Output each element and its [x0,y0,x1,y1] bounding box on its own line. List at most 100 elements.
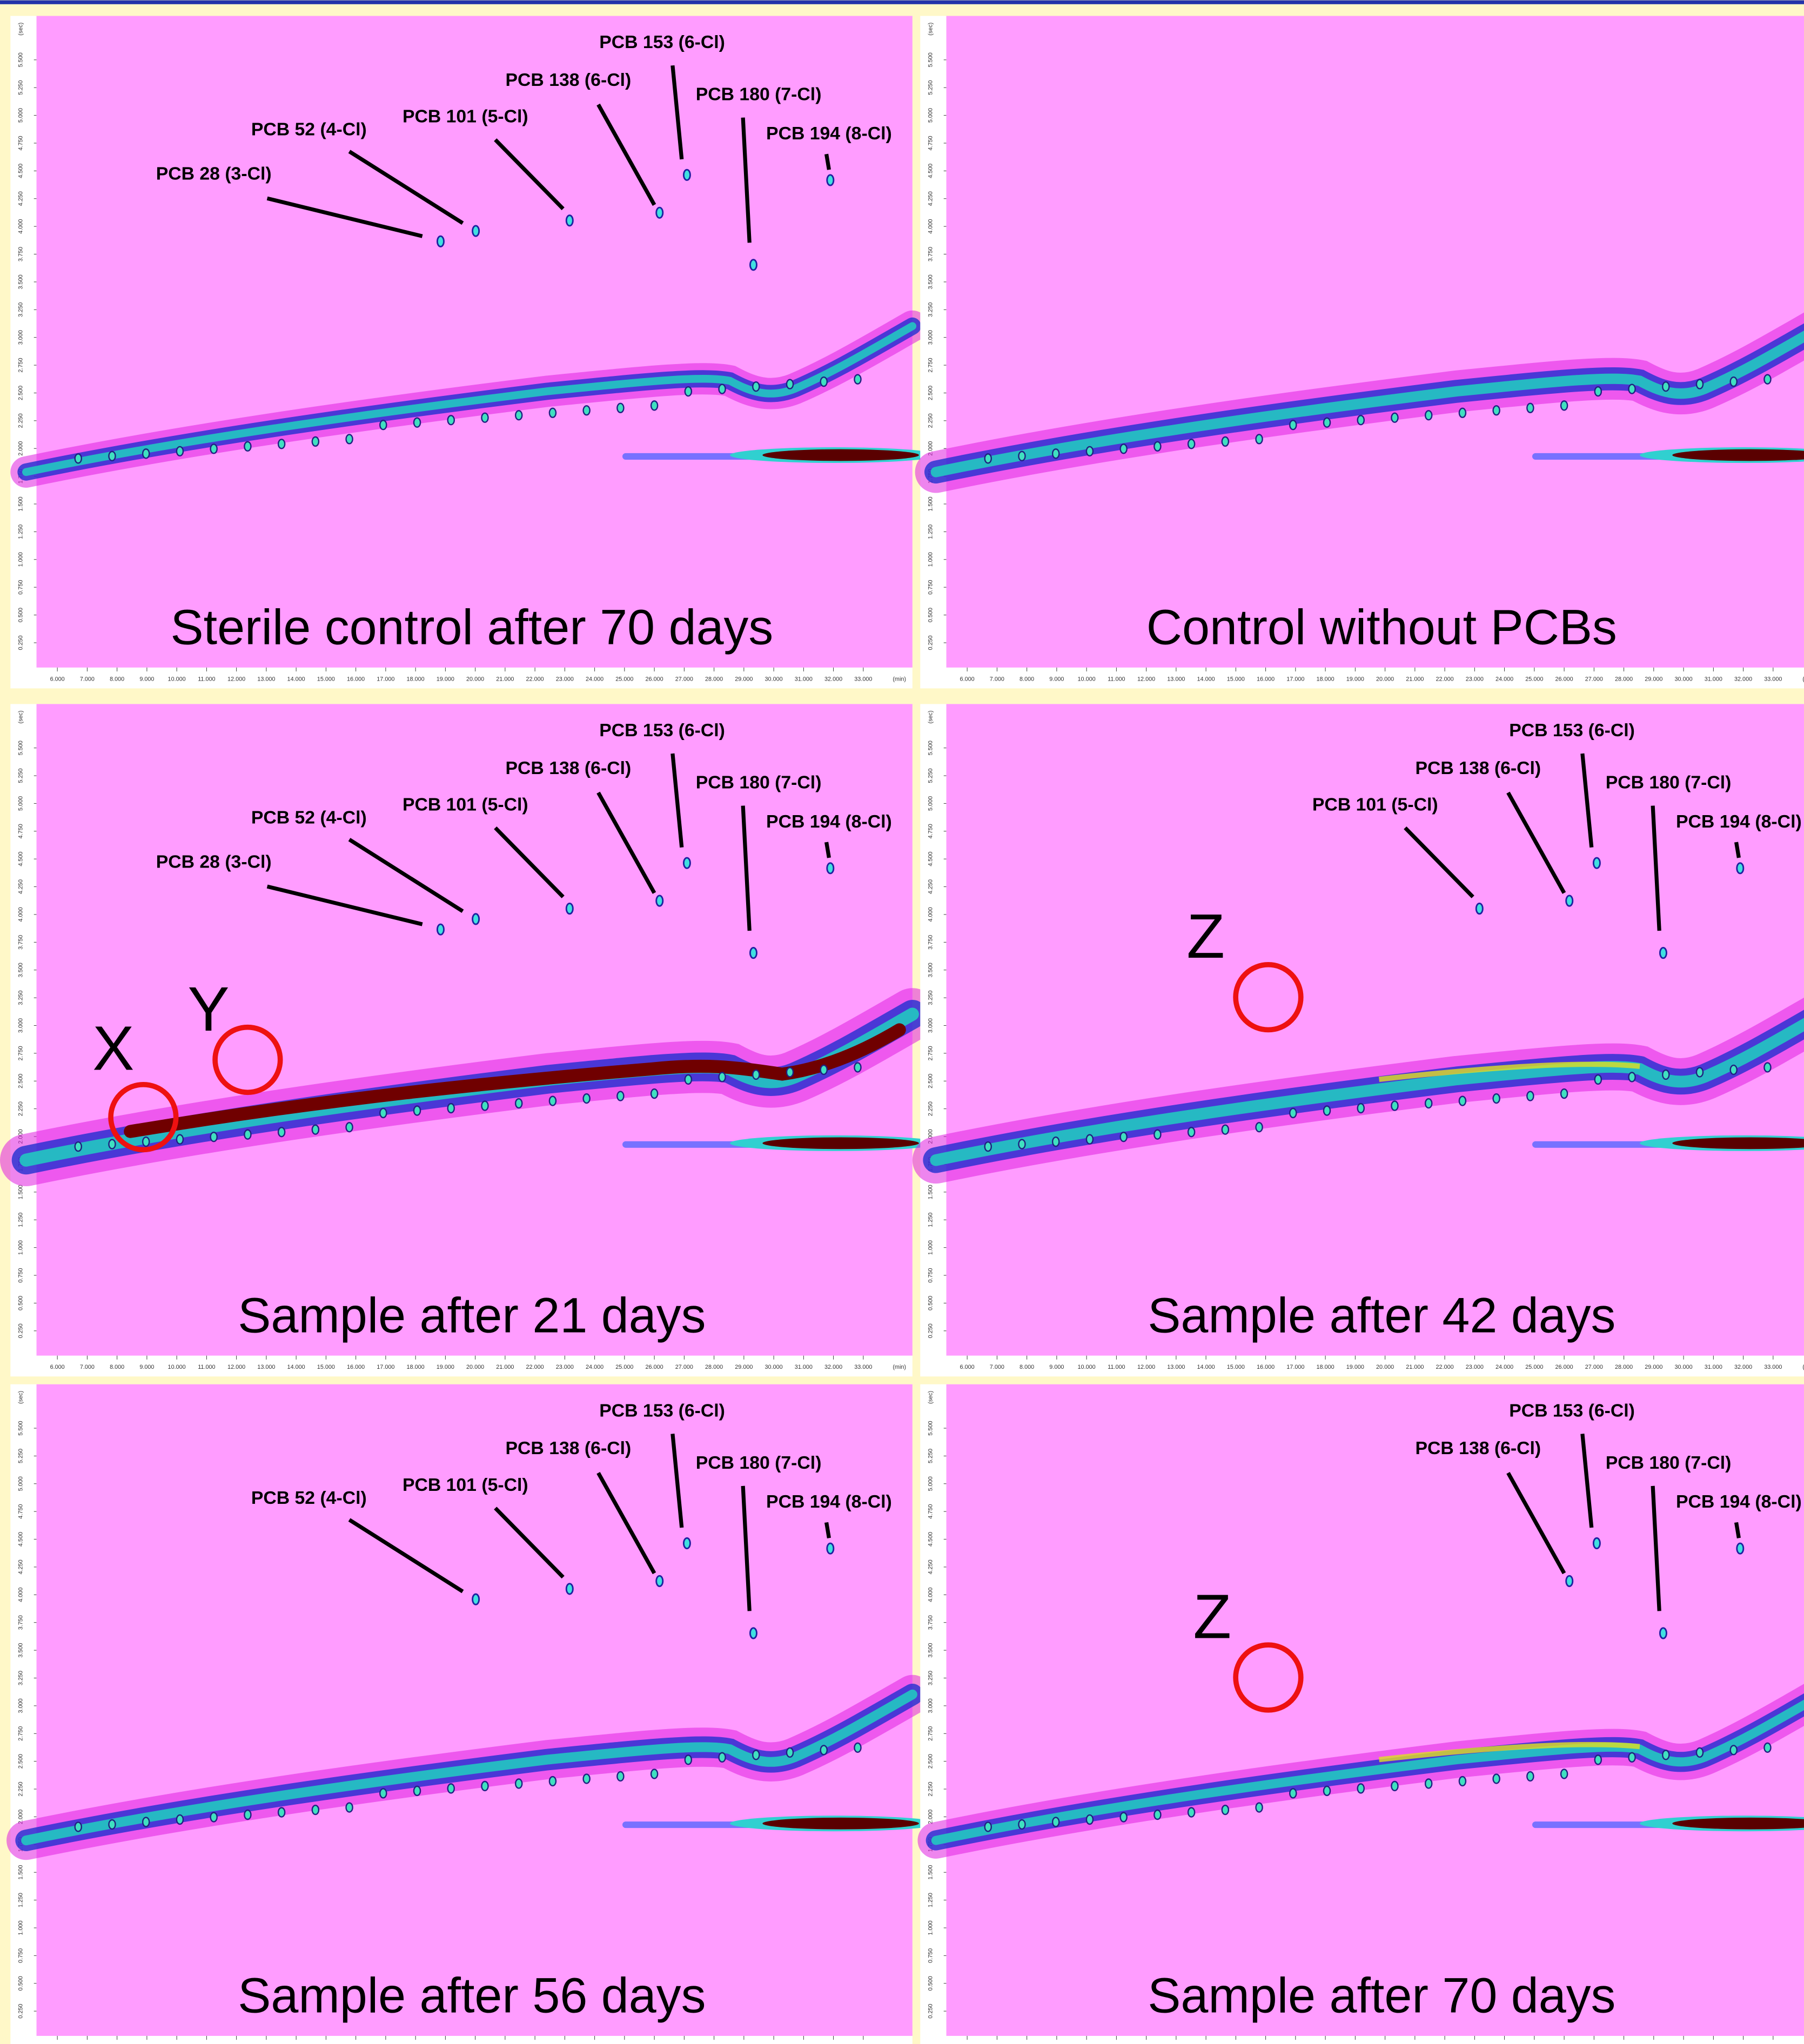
ridge-spot [1764,1063,1771,1072]
x-tick-label: 26.000 [646,1364,663,1370]
peak-leader [827,154,829,170]
x-tick-label: 29.000 [735,1364,753,1370]
y-tick-label: 2.000 [17,441,24,456]
peak-label: PCB 101 (5-Cl) [403,794,528,815]
y-tick-label: 2.750 [927,358,934,372]
peak-label: PCB 180 (7-Cl) [696,772,822,792]
ridge-spot [1527,1092,1533,1101]
x-tick-label: 27.000 [1585,1364,1603,1370]
ridge-spot [1324,418,1330,427]
y-tick-label: 0.250 [927,1323,934,1338]
ridge-spot [1018,1820,1025,1829]
x-tick-label: 11.000 [1108,676,1125,682]
x-tick-label: 23.000 [1466,676,1484,682]
x-tick-label: 31.000 [795,1364,813,1370]
y-tick-label: 0.500 [927,1976,934,1991]
x-tick-label: 8.000 [110,676,124,682]
x-tick-label: 13.000 [257,1364,275,1370]
ridge-spot [1764,1743,1771,1752]
ridge-spot [985,1823,991,1832]
ridge-spot [584,1094,590,1103]
y-tick-label: 2.250 [17,1781,24,1796]
y-tick-label: 0.750 [17,580,24,595]
ridge-spot [346,1803,353,1812]
peak-label: PCB 180 (7-Cl) [696,1453,822,1473]
y-tick-label: 1.000 [17,552,24,567]
panel: 0.2500.5000.7501.0001.2501.5001.7502.000… [10,16,938,688]
x-tick-label: 25.000 [1525,676,1543,682]
x-tick-label: 18.000 [1317,676,1334,682]
y-tick-label: 2.500 [17,1074,24,1088]
peak-spot [683,170,690,180]
ridge-spot [584,406,590,415]
ridge-spot [143,1818,149,1827]
ridge-spot [481,1781,488,1791]
y-tick-label: 3.750 [17,935,24,950]
y-tick-label: 4.750 [927,824,934,838]
peak-spot [1593,1538,1600,1548]
x-tick-label: 6.000 [960,676,975,682]
ridge-spot [448,1784,454,1793]
x-tick-label: 18.000 [407,1364,425,1370]
x-tick-label: 25.000 [615,1364,633,1370]
ridge-spot [109,1820,115,1829]
x-tick-label: 23.000 [556,1364,574,1370]
y-tick-label: 1.500 [927,496,934,511]
x-tick-label: 27.000 [675,676,693,682]
peak-spot [750,1628,756,1638]
y-tick-label: 0.750 [927,1268,934,1282]
y-tick-label: 2.500 [927,1754,934,1769]
y-tick-label: 0.500 [927,1296,934,1310]
ridge-spot [1629,1753,1635,1762]
peak-label: PCB 194 (8-Cl) [1676,1491,1802,1512]
x-tick-label: 31.000 [1705,1364,1722,1370]
peak-spot [656,1576,663,1586]
y-tick-label: 1.500 [17,1865,24,1880]
y-tick-label: 4.500 [17,1532,24,1547]
x-tick-label: 18.000 [407,676,425,682]
y-tick-label: 4.500 [927,1532,934,1547]
ridge-spot [1087,447,1093,456]
x-tick-label: 21.000 [496,676,514,682]
x-tick-label: 13.000 [1167,676,1185,682]
x-tick-label: 31.000 [1705,676,1722,682]
ridge-spot [448,415,454,425]
x-tick-label: 22.000 [1436,1364,1454,1370]
y-tick-label: 2.500 [927,1074,934,1088]
ridge-spot [448,1104,454,1113]
ridge-spot [1154,1810,1161,1819]
ridge-spot [1493,406,1500,415]
ridge-spot [617,404,623,413]
y-tick-label: 1.250 [17,525,24,539]
y-tick-label: 1.500 [927,1185,934,1199]
peak-label: PCB 194 (8-Cl) [1676,811,1802,832]
y-tick-label: 4.500 [927,852,934,866]
ridge-spot [1696,1748,1703,1757]
plot-area [947,1384,1804,2036]
x-tick-label: 14.000 [1197,676,1215,682]
panel-caption: Sample after 21 days [238,1288,706,1343]
peak-spot [437,924,444,934]
x-tick-label: 33.000 [854,1364,872,1370]
peak-spot [473,226,479,236]
ridge-spot [515,1099,522,1108]
x-tick-label: 19.000 [1346,1364,1364,1370]
y-tick-label: 3.750 [927,247,934,261]
y-tick-label: 0.750 [927,1948,934,1963]
y-tick-label: 1.250 [927,1893,934,1907]
x-tick-label: 20.000 [466,676,484,682]
x-tick-label: 24.000 [586,676,603,682]
x-axis-unit: (min) [893,1364,906,1370]
ridge-spot [617,1772,623,1781]
panel: 0.2500.5000.7501.0001.2501.5001.7502.000… [10,1384,938,2044]
ridge-spot [515,1779,522,1788]
peak-spot [1566,1576,1573,1586]
x-tick-label: 12.000 [227,1364,245,1370]
ridge-spot [481,1101,488,1111]
peak-label: PCB 153 (6-Cl) [599,720,725,741]
panel-caption: Sterile control after 70 days [170,600,773,655]
y-axis-unit: (sec) [927,710,934,723]
ridge-spot [821,377,827,386]
ridge-spot [1188,439,1195,448]
ridge-spot [278,1127,285,1137]
